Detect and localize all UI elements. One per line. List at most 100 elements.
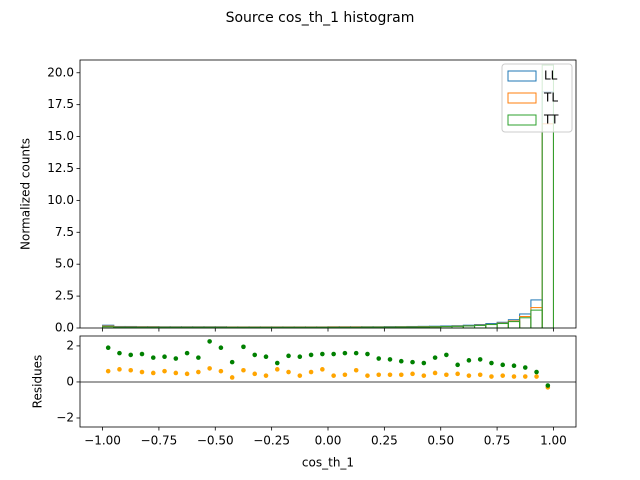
residue-point	[466, 373, 472, 378]
chart-title: Source cos_th_1 histogram	[226, 10, 415, 26]
histogram-bin	[530, 309, 543, 329]
residue-point	[308, 369, 314, 375]
residue-point	[207, 339, 212, 344]
residue-point	[353, 350, 359, 356]
residue-point	[466, 358, 472, 363]
residue-point	[387, 372, 393, 378]
residue-point	[320, 367, 325, 372]
residue-point	[489, 374, 494, 379]
legend-swatch	[507, 70, 537, 82]
residue-point	[252, 371, 258, 377]
residue-point	[534, 369, 539, 375]
residue-point	[218, 345, 224, 351]
residue-point	[207, 366, 212, 371]
residue-point	[128, 352, 134, 358]
x-tick-label: 0.75	[484, 434, 511, 448]
x-tick-label: 0.50	[427, 434, 454, 448]
residue-point	[274, 360, 280, 366]
residue-point	[241, 344, 246, 350]
legend-label: TT	[543, 113, 559, 127]
x-axis-label: cos_th_1	[302, 456, 354, 470]
x-tick-label: −0.50	[197, 434, 234, 448]
legend-frame	[501, 63, 573, 133]
histogram-bin	[519, 317, 532, 329]
residue-point	[196, 355, 201, 360]
residue-point	[274, 367, 280, 372]
residue-point	[331, 373, 336, 378]
residue-point	[432, 355, 438, 360]
residue-point	[444, 352, 449, 358]
x-tick-label: −0.75	[141, 434, 178, 448]
legend-label: TL	[543, 91, 558, 105]
residue-point	[477, 357, 483, 362]
residue-point	[150, 355, 156, 360]
residue-point	[263, 373, 269, 378]
residue-point	[522, 374, 528, 379]
residue-point	[421, 360, 427, 366]
residue-point	[105, 345, 111, 351]
y-axis-label: Residues	[31, 355, 45, 409]
y-tick-label: −2	[56, 410, 74, 424]
y-tick-label: 17.5	[47, 97, 74, 111]
residue-point	[218, 368, 224, 374]
residue-point	[387, 357, 393, 362]
residue-point	[489, 360, 494, 366]
residue-point	[117, 367, 122, 372]
residue-point	[297, 373, 303, 378]
residue-point	[545, 383, 551, 388]
residue-point	[376, 356, 382, 361]
histogram-bin	[541, 123, 554, 329]
residue-point	[376, 372, 382, 378]
residue-point	[229, 375, 235, 380]
y-tick-label: 10.0	[47, 193, 74, 207]
y-tick-label: 2	[66, 338, 74, 352]
residue-point	[410, 371, 415, 377]
residue-point	[196, 369, 201, 375]
residue-point	[162, 354, 167, 360]
y-tick-label: 0.0	[55, 321, 74, 335]
residue-point	[331, 351, 336, 357]
y-tick-label: 12.5	[47, 161, 74, 175]
y-tick-label: 2.5	[55, 289, 74, 303]
residue-point	[150, 370, 156, 376]
x-tick-label: 1.00	[540, 434, 567, 448]
residue-point	[184, 350, 190, 356]
histogram-bin	[485, 324, 498, 329]
y-tick-label: 15.0	[47, 129, 74, 143]
histogram-bin	[507, 321, 521, 329]
residue-point	[398, 372, 404, 378]
residue-point	[444, 372, 449, 378]
residue-point	[117, 350, 122, 356]
residue-point	[286, 369, 291, 375]
residue-point	[286, 353, 291, 359]
residue-point	[139, 351, 145, 357]
residue-point	[522, 365, 528, 370]
residue-point	[511, 374, 517, 379]
residue-point	[500, 362, 506, 368]
residue-point	[308, 352, 314, 358]
residue-point	[534, 374, 539, 379]
y-tick-label: 0	[66, 374, 74, 388]
histogram-bin	[530, 307, 543, 329]
legend-label: LL	[544, 69, 558, 83]
legend-swatch	[507, 92, 537, 104]
residue-point	[500, 373, 506, 378]
residue-point	[365, 373, 370, 378]
residue-point	[162, 368, 167, 374]
x-tick-label: 0.25	[371, 434, 398, 448]
residue-point	[173, 356, 179, 361]
residue-point	[263, 354, 269, 360]
residue-point	[241, 367, 246, 373]
residue-point	[365, 351, 370, 357]
residue-point	[455, 371, 460, 377]
y-axis-label: Normalized counts	[19, 138, 33, 250]
residue-point	[477, 372, 483, 378]
residue-point	[410, 359, 415, 365]
residue-point	[320, 351, 325, 357]
residue-point	[353, 367, 359, 373]
axes-frame	[79, 335, 577, 428]
residue-point	[128, 367, 134, 373]
residue-point	[105, 368, 111, 374]
axes-frame	[79, 59, 577, 329]
